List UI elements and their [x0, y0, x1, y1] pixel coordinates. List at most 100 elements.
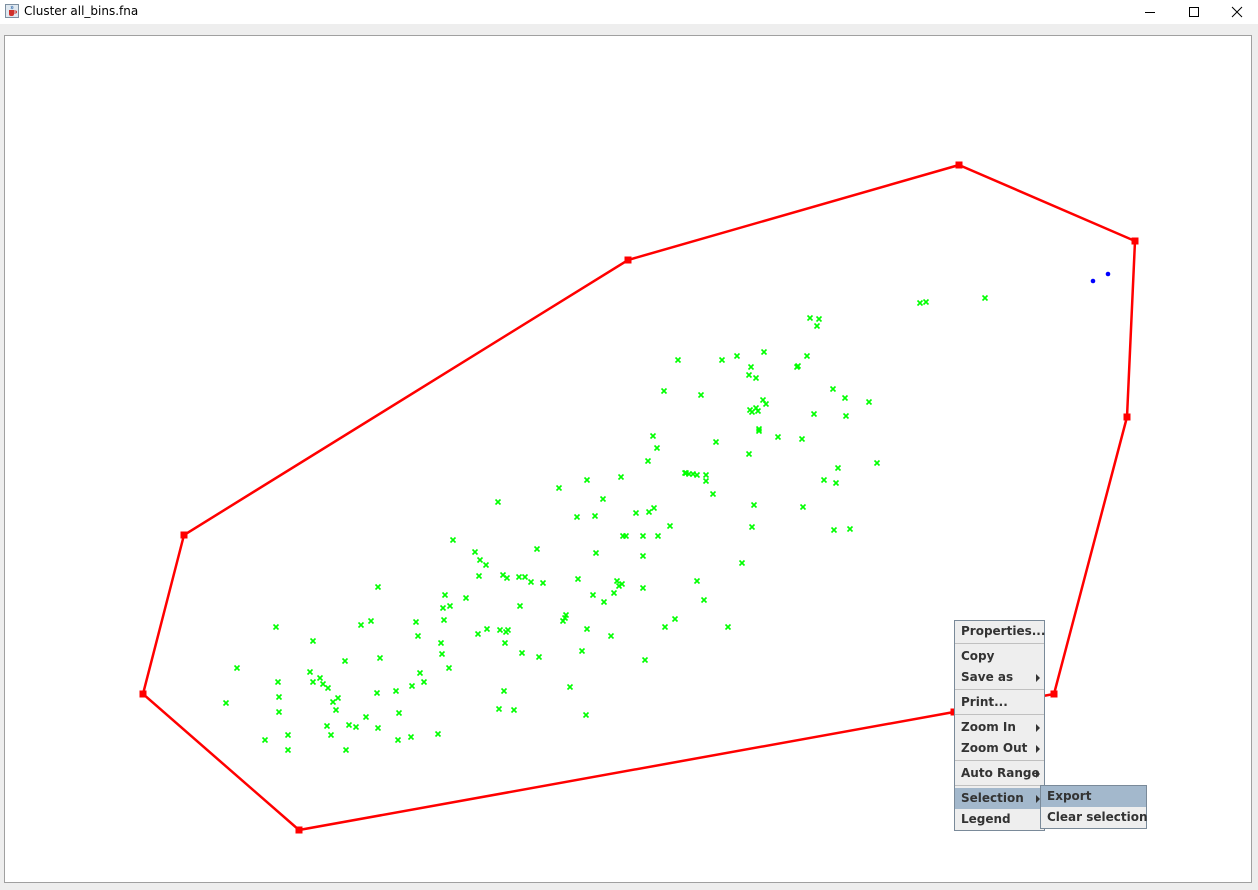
polygon-vertex-handle[interactable] [180, 531, 188, 539]
data-point [495, 705, 503, 713]
data-point [494, 498, 502, 506]
data-point [476, 556, 484, 564]
data-point [622, 532, 630, 540]
data-point [374, 724, 382, 732]
data-point [754, 407, 762, 415]
minimize-icon [1145, 12, 1155, 13]
menu-item-auto-range-label: Auto Range [961, 766, 1040, 780]
data-point [462, 594, 470, 602]
data-point [618, 580, 626, 588]
data-point [482, 561, 490, 569]
maximize-button[interactable] [1171, 0, 1217, 24]
polygon-vertex-handle[interactable] [1123, 413, 1131, 421]
data-point [798, 435, 806, 443]
data-point [500, 687, 508, 695]
data-point [578, 647, 586, 655]
data-point [599, 495, 607, 503]
polygon-vertex-handle[interactable] [624, 256, 632, 264]
data-point [284, 731, 292, 739]
data-point [562, 611, 570, 619]
menu-item-zoom-out[interactable]: Zoom Out [955, 738, 1044, 759]
data-point [607, 632, 615, 640]
data-point [1090, 278, 1096, 284]
data-point [661, 623, 669, 631]
polygon-vertex-handle[interactable] [139, 690, 147, 698]
data-point [712, 438, 720, 446]
data-point [745, 450, 753, 458]
data-point [830, 526, 838, 534]
data-point [693, 471, 701, 479]
data-point [341, 657, 349, 665]
data-point [501, 639, 509, 647]
data-point [666, 522, 674, 530]
data-point [592, 549, 600, 557]
menu-item-save-as[interactable]: Save as [955, 667, 1044, 688]
polygon-vertex-handle[interactable] [295, 826, 303, 834]
selection-submenu: Export Clear selection [1040, 785, 1148, 829]
submenu-arrow-icon [1036, 770, 1040, 778]
data-point [644, 457, 652, 465]
menu-item-zoom-in[interactable]: Zoom In [955, 717, 1044, 738]
data-point [641, 656, 649, 664]
submenu-arrow-icon [1036, 674, 1040, 682]
data-point [306, 668, 314, 676]
data-point [981, 294, 989, 302]
data-point [323, 722, 331, 730]
data-point [654, 532, 662, 540]
context-menu: Properties... Copy Save as Print... Zoom… [954, 620, 1045, 831]
menu-item-selection[interactable]: Selection [955, 788, 1044, 809]
menu-separator [955, 760, 1044, 761]
data-point [274, 678, 282, 686]
menu-item-properties[interactable]: Properties... [961, 624, 1046, 638]
data-point [697, 391, 705, 399]
data-point [434, 730, 442, 738]
data-point [799, 503, 807, 511]
menu-item-copy[interactable]: Copy [961, 649, 995, 663]
data-point [504, 626, 512, 634]
data-point [483, 625, 491, 633]
data-point [865, 398, 873, 406]
data-point [660, 387, 668, 395]
data-point [613, 577, 621, 585]
data-point [748, 523, 756, 531]
menu-separator [955, 689, 1044, 690]
data-point [674, 356, 682, 364]
data-point [639, 552, 647, 560]
data-point [806, 314, 814, 322]
data-point [510, 706, 518, 714]
data-point [420, 678, 428, 686]
polygon-vertex-handle[interactable] [955, 161, 963, 169]
data-point [441, 591, 449, 599]
menu-item-selection-label: Selection [961, 791, 1024, 805]
data-point [395, 709, 403, 717]
data-point [376, 654, 384, 662]
data-point [521, 573, 529, 581]
menu-item-print[interactable]: Print... [961, 695, 1008, 709]
data-point [583, 625, 591, 633]
menu-item-legend[interactable]: Legend [961, 812, 1011, 826]
data-point [445, 664, 453, 672]
data-point [503, 574, 511, 582]
data-point [516, 602, 524, 610]
submenu-item-clear-selection[interactable]: Clear selection [1047, 810, 1148, 824]
data-point [610, 589, 618, 597]
data-point [755, 425, 763, 433]
data-point [702, 471, 710, 479]
minimize-button[interactable] [1127, 0, 1173, 24]
polygon-vertex-handle[interactable] [1131, 237, 1139, 245]
data-point [334, 694, 342, 702]
submenu-arrow-icon [1036, 745, 1040, 753]
menu-separator [955, 714, 1044, 715]
data-point [440, 616, 448, 624]
data-point [583, 476, 591, 484]
data-point [518, 649, 526, 657]
submenu-arrow-icon [1036, 724, 1040, 732]
data-point [373, 689, 381, 697]
submenu-item-export[interactable]: Export [1041, 786, 1146, 807]
polygon-vertex-handle[interactable] [1050, 690, 1058, 698]
close-button[interactable] [1214, 0, 1258, 24]
data-point [1105, 271, 1111, 277]
data-point [582, 711, 590, 719]
menu-item-auto-range[interactable]: Auto Range [955, 763, 1044, 784]
